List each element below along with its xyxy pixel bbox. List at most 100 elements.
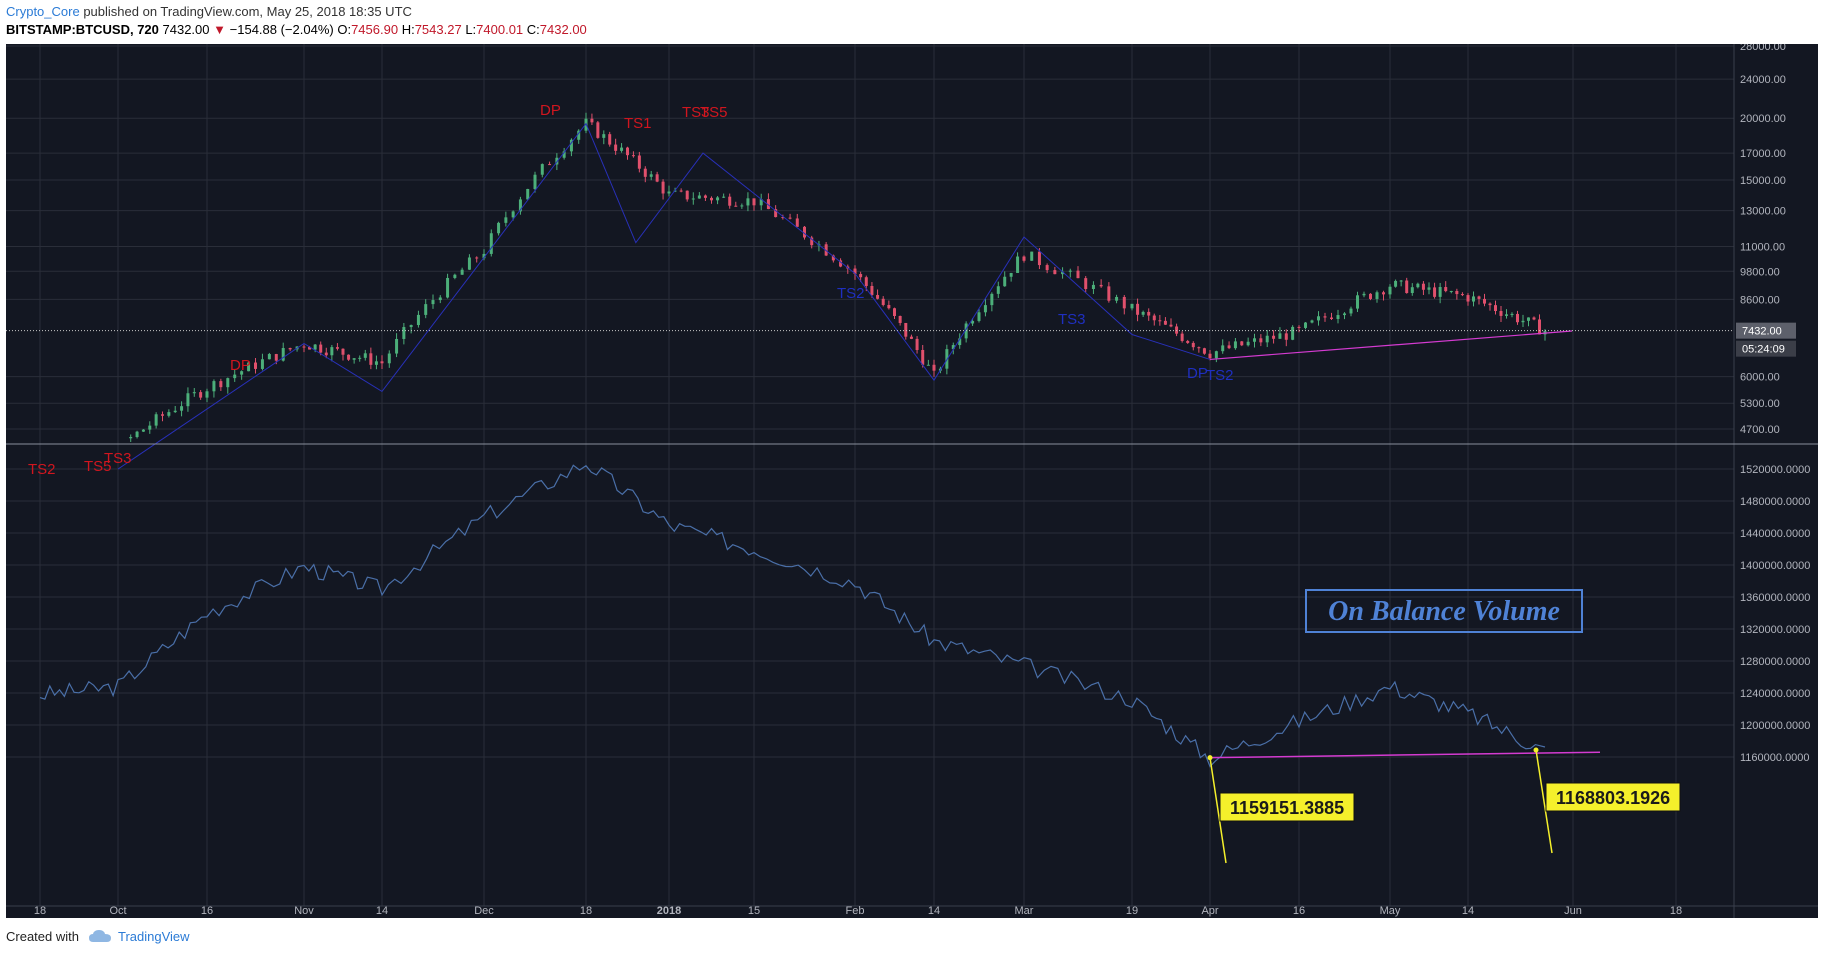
candle-body [446, 277, 450, 298]
callout-label: 1159151.3885 [1230, 798, 1344, 818]
chart-area[interactable]: 28000.00 24000.00 20000.00 17000.00 15000.00… [0, 44, 1824, 918]
candle-body [1259, 338, 1263, 343]
candle-body [1494, 305, 1497, 312]
candle-body [526, 188, 530, 200]
annotation-dp: DP [1187, 365, 1208, 382]
current-price-box [1736, 322, 1796, 339]
candle-body [637, 155, 641, 169]
candle-body [302, 346, 306, 348]
candle-body [1323, 316, 1327, 318]
candle-body [548, 164, 552, 166]
candle-body [1510, 313, 1514, 315]
candle-body [1053, 270, 1057, 275]
candle-body [864, 277, 868, 286]
candle-body [192, 392, 196, 394]
candle-body [219, 381, 223, 388]
candle-body [909, 336, 913, 339]
time-tick-label: 15 [748, 905, 760, 917]
annotation-ts2: TS2 [837, 285, 865, 302]
price-tick-label: 5300.00 [1740, 398, 1780, 410]
countdown-label: 05:24:09 [1742, 344, 1785, 356]
price-tick-label: 17000.00 [1740, 148, 1786, 160]
candle-body [932, 364, 936, 371]
zigzag-line [117, 122, 1211, 470]
candle-body [154, 414, 158, 426]
grid-lines [6, 44, 1734, 906]
publish-info: Crypto_Core published on TradingView.com… [6, 4, 412, 19]
candle-body [746, 198, 750, 206]
author-link[interactable]: Crypto_Core [6, 4, 80, 19]
candle-body [691, 198, 695, 200]
candle-body [752, 198, 756, 206]
time-tick-label: 18 [1670, 905, 1682, 917]
candle-body [1115, 296, 1119, 301]
obv-tick-label: 1480000.0000 [1740, 496, 1810, 508]
obv-tick-label: 1240000.0000 [1740, 688, 1810, 700]
candle-body [1330, 317, 1333, 319]
price-axis-bg [1734, 44, 1818, 918]
candle-body [996, 286, 1000, 294]
candle-body [1016, 256, 1020, 273]
candle-body [352, 358, 356, 360]
time-tick-label: 14 [376, 905, 388, 917]
annotation-ts3: TS3 [1058, 311, 1086, 328]
tradingview-link[interactable]: TradingView [118, 929, 190, 944]
candle-body [409, 325, 413, 328]
price-tick-label: 8600.00 [1740, 294, 1780, 306]
candle-body [1505, 314, 1508, 316]
candle-body [453, 274, 457, 278]
candle-body [135, 431, 139, 438]
candle-body [562, 151, 566, 158]
candle-body [1147, 311, 1151, 316]
price-tick-label: 15000.00 [1740, 175, 1786, 187]
candle-body [335, 347, 339, 349]
candle-body [1444, 287, 1448, 292]
candle-body [1180, 333, 1184, 341]
candle-body [347, 354, 351, 360]
time-tick-label: Nov [294, 905, 314, 917]
candle-body [518, 199, 522, 212]
candle-body [1061, 271, 1065, 275]
candle-body [1253, 338, 1256, 342]
candle-body [759, 199, 763, 206]
candle-body [577, 130, 581, 140]
candle-body [1449, 290, 1453, 292]
annotation-dp: DP [540, 102, 561, 119]
candle-body [308, 347, 312, 350]
candle-body [710, 197, 713, 201]
candle-body [643, 168, 647, 177]
symbol-label[interactable]: BITSTAMP:BTCUSD, 720 [6, 22, 159, 37]
candle-body [859, 274, 863, 278]
candle-body [795, 218, 799, 227]
current-price-label: 7432.00 [1742, 326, 1782, 338]
candle-body [667, 191, 671, 194]
price-pane[interactable] [6, 112, 1734, 470]
price-tick-label: 6000.00 [1740, 372, 1780, 384]
candle-body [1265, 335, 1269, 343]
candle-body [898, 315, 902, 323]
candle-body [161, 414, 164, 416]
candle-body [416, 314, 420, 326]
candle-body [810, 237, 814, 246]
candle-body [1141, 311, 1145, 315]
candle-body [1068, 270, 1072, 272]
candle-body [533, 174, 537, 189]
candle-body [1152, 315, 1156, 321]
candle-body [1427, 287, 1431, 290]
candle-body [1356, 295, 1359, 309]
obv-title-box [1305, 589, 1583, 633]
candle-body [951, 345, 955, 350]
candle-body [1099, 284, 1103, 287]
candle-body [330, 347, 334, 356]
time-tick-label: Oct [109, 905, 126, 917]
change-value: −154.88 (−2.04%) [229, 22, 334, 37]
obv-pane[interactable] [39, 464, 1601, 768]
candle-body [267, 354, 271, 360]
candle-body [1362, 293, 1366, 296]
candle-body [1297, 326, 1301, 328]
close-label: C: [526, 22, 540, 37]
candle-body [1488, 303, 1492, 306]
candle-body [697, 195, 701, 199]
candle-body [904, 322, 908, 337]
price-tick-label: 28000.00 [1740, 44, 1786, 53]
